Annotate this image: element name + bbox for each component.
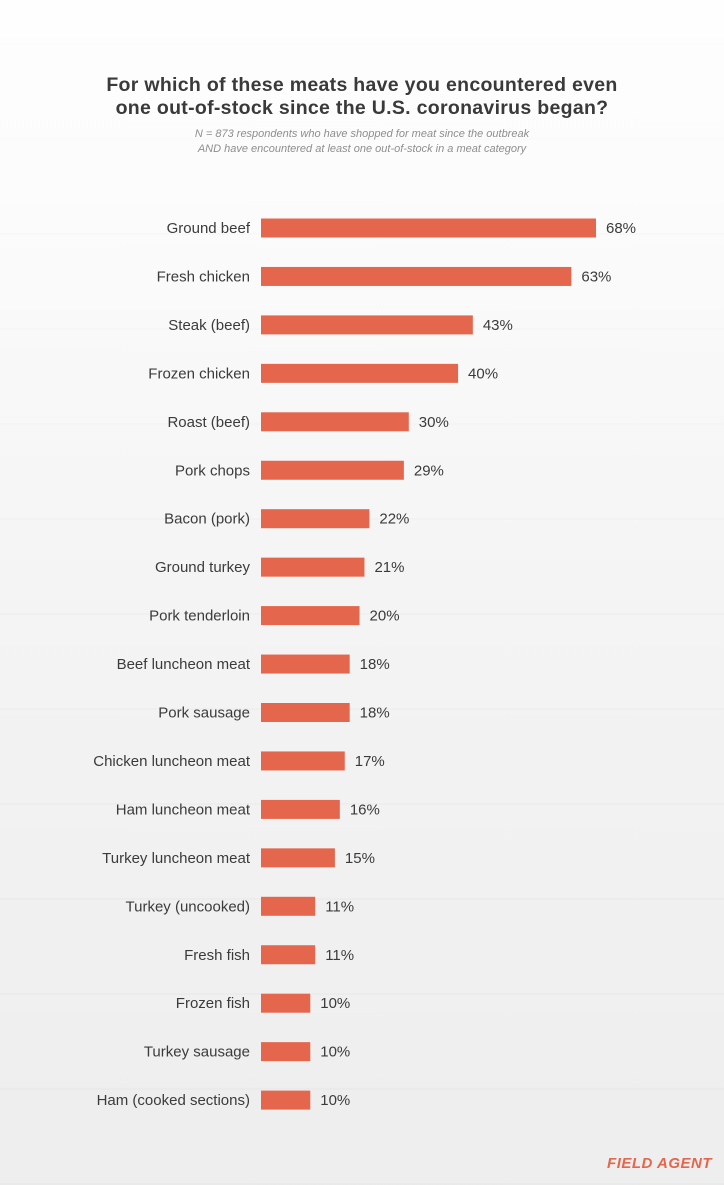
value-label: 22%	[379, 511, 409, 528]
category-label: Frozen chicken	[148, 365, 250, 382]
bar	[261, 1090, 311, 1110]
value-label: 18%	[360, 656, 390, 673]
bar	[261, 751, 345, 771]
category-label: Ground beef	[167, 220, 251, 237]
value-label: 43%	[483, 317, 513, 334]
category-label: Pork tenderloin	[149, 608, 250, 625]
category-label: Ground turkey	[155, 559, 251, 576]
category-label: Turkey (uncooked)	[126, 898, 251, 915]
bar	[261, 460, 404, 480]
value-label: 40%	[468, 365, 498, 382]
value-label: 16%	[350, 801, 380, 818]
value-label: 11%	[325, 898, 354, 915]
value-label: 10%	[320, 995, 350, 1012]
bar	[261, 799, 340, 819]
value-label: 29%	[414, 462, 444, 479]
category-label: Turkey luncheon meat	[102, 850, 251, 867]
category-label: Turkey sausage	[144, 1044, 250, 1061]
bar	[261, 557, 365, 577]
chart-title-line-2: one out-of-stock since the U.S. coronavi…	[115, 97, 609, 119]
bar	[261, 363, 459, 383]
bar	[261, 606, 360, 626]
category-label: Roast (beef)	[167, 414, 250, 431]
category-label: Ham luncheon meat	[116, 801, 251, 818]
value-label: 18%	[360, 705, 390, 722]
category-label: Ham (cooked sections)	[97, 1092, 250, 1109]
category-label: Steak (beef)	[168, 317, 250, 334]
value-label: 21%	[374, 559, 404, 576]
category-label: Fresh chicken	[157, 268, 250, 285]
category-label: Pork chops	[175, 462, 250, 479]
bar	[261, 412, 409, 432]
value-label: 20%	[370, 608, 400, 625]
value-label: 30%	[419, 414, 449, 431]
bar	[261, 848, 335, 868]
category-label: Pork sausage	[158, 705, 250, 722]
bar	[261, 315, 473, 335]
value-label: 11%	[325, 947, 354, 964]
chart-subtitle-line-2: AND have encountered at least one out-of…	[197, 143, 527, 155]
category-label: Chicken luncheon meat	[93, 753, 251, 770]
bar	[261, 266, 572, 286]
category-label: Fresh fish	[184, 947, 250, 964]
value-label: 10%	[320, 1044, 350, 1061]
bar	[261, 654, 350, 674]
chart-title-line-1: For which of these meats have you encoun…	[106, 74, 618, 96]
value-label: 17%	[355, 753, 385, 770]
category-label: Beef luncheon meat	[117, 656, 251, 673]
chart-title: For which of these meats have you encoun…	[0, 74, 724, 120]
chart-subtitle: N = 873 respondents who have shopped for…	[0, 127, 724, 157]
bar	[261, 1042, 311, 1062]
value-label: 63%	[581, 268, 611, 285]
category-label: Bacon (pork)	[164, 511, 250, 528]
value-label: 10%	[320, 1092, 350, 1109]
field-agent-logo: FIELD AGENT	[607, 1155, 712, 1172]
bar	[261, 945, 316, 965]
bar	[261, 993, 311, 1013]
bar	[261, 896, 316, 916]
category-label: Frozen fish	[176, 995, 250, 1012]
chart-subtitle-line-1: N = 873 respondents who have shopped for…	[194, 128, 530, 140]
value-label: 15%	[345, 850, 375, 867]
bar	[261, 703, 350, 722]
bar	[261, 509, 370, 529]
bar	[261, 218, 596, 238]
value-label: 68%	[606, 220, 636, 237]
